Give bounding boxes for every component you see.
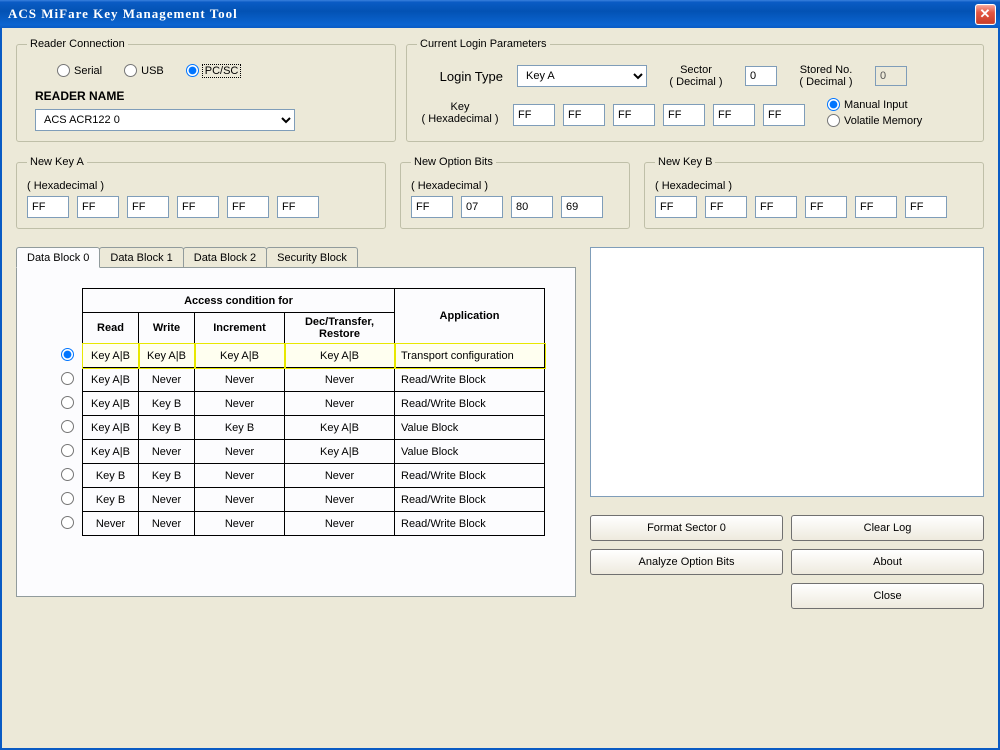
new-option-bits-hex-3[interactable]: [561, 196, 603, 218]
new-key-b-hex-5[interactable]: [905, 196, 947, 218]
access-radio-1[interactable]: [61, 372, 74, 385]
sector-input[interactable]: [745, 66, 777, 86]
access-row-5: Key BKey BNeverNeverRead/Write Block: [55, 464, 545, 488]
access-radio-3[interactable]: [61, 420, 74, 433]
new-option-bits-legend: New Option Bits: [411, 156, 496, 168]
new-key-a-row: [27, 196, 375, 218]
access-row-2: Key A|BKey BNeverNeverRead/Write Block: [55, 392, 545, 416]
stored-sublabel: ( Decimal ): [791, 76, 861, 88]
key-label: Key: [417, 101, 503, 113]
tab-data-block-0[interactable]: Data Block 0: [16, 247, 100, 268]
new-key-a-hex-5[interactable]: [277, 196, 319, 218]
new-option-bits-hex-2[interactable]: [511, 196, 553, 218]
new-option-bits-hex-1[interactable]: [461, 196, 503, 218]
new-key-b-row: [655, 196, 973, 218]
conn-serial-radio[interactable]: Serial: [57, 64, 102, 77]
about-button[interactable]: About: [791, 549, 984, 575]
login-key-hex-3[interactable]: [663, 104, 705, 126]
stored-input: [875, 66, 907, 86]
titlebar: ACS MiFare Key Management Tool ✕: [0, 0, 1000, 28]
new-key-b-hex-2[interactable]: [755, 196, 797, 218]
new-key-a-hex-0[interactable]: [27, 196, 69, 218]
access-radio-2[interactable]: [61, 396, 74, 409]
tab-data-block-2[interactable]: Data Block 2: [183, 247, 267, 267]
reader-name-label: READER NAME: [35, 89, 385, 103]
new-key-a-hex-2[interactable]: [127, 196, 169, 218]
new-key-a-sub: ( Hexadecimal ): [27, 180, 375, 192]
new-key-a-hex-3[interactable]: [177, 196, 219, 218]
analyze-option-bits-button[interactable]: Analyze Option Bits: [590, 549, 783, 575]
close-button[interactable]: Close: [791, 583, 984, 609]
login-params-legend: Current Login Parameters: [417, 38, 550, 50]
access-header: Access condition for: [83, 289, 395, 313]
login-key-hex-5[interactable]: [763, 104, 805, 126]
access-radio-7[interactable]: [61, 516, 74, 529]
login-key-hex-2[interactable]: [613, 104, 655, 126]
access-row-7: NeverNeverNeverNeverRead/Write Block: [55, 512, 545, 536]
new-option-bits-row: [411, 196, 619, 218]
access-radio-4[interactable]: [61, 444, 74, 457]
col-dec-transfer-restore: Dec/Transfer, Restore: [285, 313, 395, 344]
login-params-group: Current Login Parameters Login Type Key …: [406, 38, 984, 142]
new-key-b-sub: ( Hexadecimal ): [655, 180, 973, 192]
access-row-0: Key A|BKey A|BKey A|BKey A|BTransport co…: [55, 344, 545, 368]
tab-security-block[interactable]: Security Block: [266, 247, 358, 267]
sector-label: Sector: [661, 64, 731, 76]
access-row-1: Key A|BNeverNeverNeverRead/Write Block: [55, 368, 545, 392]
col-read: Read: [83, 313, 139, 344]
tabstrip: Data Block 0Data Block 1Data Block 2Secu…: [16, 247, 576, 267]
log-textarea[interactable]: [590, 247, 984, 497]
access-row-6: Key BNeverNeverNeverRead/Write Block: [55, 488, 545, 512]
access-radio-6[interactable]: [61, 492, 74, 505]
login-key-hex-4[interactable]: [713, 104, 755, 126]
tab-body: Access condition forApplication ReadWrite…: [16, 267, 576, 597]
new-key-a-legend: New Key A: [27, 156, 87, 168]
stored-label: Stored No.: [791, 64, 861, 76]
new-key-b-hex-0[interactable]: [655, 196, 697, 218]
new-key-b-legend: New Key B: [655, 156, 715, 168]
reader-name-select[interactable]: ACS ACR122 0: [35, 109, 295, 131]
clear-log-button[interactable]: Clear Log: [791, 515, 984, 541]
access-table: Access condition forApplication ReadWrite…: [55, 288, 545, 536]
input-mode-volatile[interactable]: Volatile Memory: [827, 114, 922, 127]
reader-connection-group: Reader Connection Serial USB PC/SC READE…: [16, 38, 396, 142]
access-row-3: Key A|BKey BKey BKey A|BValue Block: [55, 416, 545, 440]
login-key-hex-1[interactable]: [563, 104, 605, 126]
new-key-a-hex-1[interactable]: [77, 196, 119, 218]
application-header: Application: [395, 289, 545, 344]
access-radio-5[interactable]: [61, 468, 74, 481]
access-row-4: Key A|BNeverNeverKey A|BValue Block: [55, 440, 545, 464]
new-option-bits-group: New Option Bits ( Hexadecimal ): [400, 156, 630, 229]
login-type-label: Login Type: [417, 69, 503, 84]
new-key-a-hex-4[interactable]: [227, 196, 269, 218]
conn-usb-radio[interactable]: USB: [124, 64, 164, 77]
col-increment: Increment: [195, 313, 285, 344]
new-option-bits-hex-0[interactable]: [411, 196, 453, 218]
input-mode-manual[interactable]: Manual Input: [827, 98, 922, 111]
window-body: Reader Connection Serial USB PC/SC READE…: [0, 28, 1000, 750]
close-icon[interactable]: ✕: [975, 4, 996, 25]
login-type-select[interactable]: Key A: [517, 65, 647, 87]
new-option-bits-sub: ( Hexadecimal ): [411, 180, 619, 192]
conn-pcsc-radio[interactable]: PC/SC: [186, 64, 241, 77]
login-key-hex-row: [513, 104, 805, 126]
new-key-b-hex-3[interactable]: [805, 196, 847, 218]
sector-sublabel: ( Decimal ): [661, 76, 731, 88]
new-key-b-hex-1[interactable]: [705, 196, 747, 218]
key-sublabel: ( Hexadecimal ): [417, 113, 503, 125]
new-key-b-group: New Key B ( Hexadecimal ): [644, 156, 984, 229]
col-write: Write: [139, 313, 195, 344]
login-key-hex-0[interactable]: [513, 104, 555, 126]
access-radio-0[interactable]: [61, 348, 74, 361]
format-sector-button[interactable]: Format Sector 0: [590, 515, 783, 541]
new-key-b-hex-4[interactable]: [855, 196, 897, 218]
new-key-a-group: New Key A ( Hexadecimal ): [16, 156, 386, 229]
window-title: ACS MiFare Key Management Tool: [4, 6, 975, 22]
reader-connection-legend: Reader Connection: [27, 38, 128, 50]
tab-data-block-1[interactable]: Data Block 1: [99, 247, 183, 267]
